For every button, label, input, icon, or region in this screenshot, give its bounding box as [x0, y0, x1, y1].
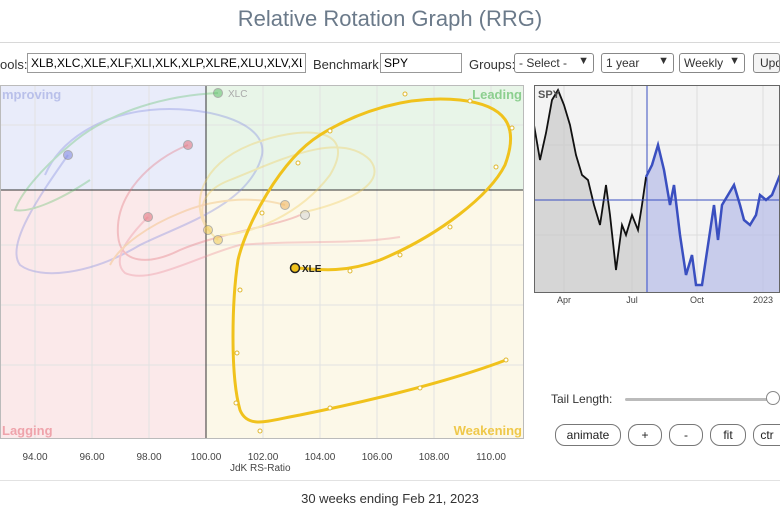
page-title: Relative Rotation Graph (RRG) — [237, 6, 543, 31]
price-x-tick: 2023 — [753, 295, 773, 305]
lagging-quadrant — [0, 190, 206, 439]
faded-tail-blue — [15, 108, 264, 275]
x-tick: 102.00 — [247, 452, 279, 463]
xle-label: XLE — [302, 264, 322, 275]
tail-length-slider-thumb[interactable] — [766, 391, 780, 405]
xle-tail[interactable] — [231, 97, 513, 424]
symbols-label: ools: — [0, 57, 28, 72]
rrg-chart[interactable]: XLC XLE mproving Leading Lagging Weakeni… — [0, 85, 524, 439]
price-line-1 — [534, 87, 647, 271]
lagging-label: Lagging — [2, 423, 53, 438]
chevron-down-icon: ▼ — [658, 55, 669, 67]
faded-tail-red — [116, 144, 301, 261]
faded-tail-label: XLC — [228, 89, 247, 100]
chevron-down-icon: ▼ — [729, 55, 740, 67]
groups-select-value: - Select - — [519, 56, 568, 70]
chart-border — [0, 85, 524, 439]
footer-date-range: 30 weeks ending Feb 21, 2023 — [301, 491, 479, 506]
x-tick: 94.00 — [22, 452, 48, 463]
price-x-tick: Jul — [626, 295, 638, 305]
benchmark-label: Benchmark: — [313, 57, 383, 72]
groups-label: Groups: — [469, 57, 516, 72]
price-x-tick: Oct — [690, 295, 705, 305]
price-chart[interactable]: SPY Apr Jul Oct 2023 — [534, 85, 780, 307]
zoom-out-button[interactable]: - — [669, 424, 703, 446]
x-tick: 106.00 — [361, 452, 393, 463]
improving-label: mproving — [2, 87, 61, 102]
faded-tail-pink — [118, 216, 401, 277]
improving-quadrant — [0, 85, 206, 190]
faded-tail-orange — [109, 198, 286, 266]
fit-button[interactable]: fit — [710, 424, 746, 446]
benchmark-input[interactable] — [380, 53, 462, 73]
x-axis-label: JdK RS-Ratio — [230, 463, 291, 474]
price-line-2 — [644, 140, 780, 287]
tail-length-slider[interactable] — [625, 398, 775, 401]
weakening-quadrant — [206, 190, 524, 439]
x-tick: 110.00 — [476, 452, 506, 463]
price-x-tick: Apr — [557, 295, 571, 305]
xle-tail-markers — [233, 91, 515, 434]
faded-tails — [13, 92, 401, 277]
grid — [0, 85, 524, 439]
x-axis: 94.00 96.00 98.00 100.00 102.00 104.00 1… — [0, 448, 524, 478]
x-tick: 96.00 — [79, 452, 105, 463]
center-button[interactable]: ctr — [753, 424, 780, 446]
xle-head-marker[interactable] — [289, 262, 301, 274]
controls-bar: ools: Benchmark: Groups: - Select - ▼ 1 … — [0, 53, 780, 75]
faded-tail-yellow-a — [201, 146, 376, 241]
faded-head-markers — [63, 88, 310, 245]
symbols-input[interactable] — [27, 53, 306, 73]
animate-button[interactable]: animate — [555, 424, 621, 446]
groups-select[interactable]: - Select - ▼ — [514, 53, 594, 73]
frequency-select[interactable]: Weekly ▼ — [679, 53, 745, 73]
footer-divider — [0, 480, 780, 481]
update-button[interactable]: Upd — [753, 53, 780, 73]
x-tick: 98.00 — [136, 452, 162, 463]
weakening-label: Weakening — [454, 423, 522, 438]
chevron-down-icon: ▼ — [578, 55, 589, 67]
faded-tail-green — [13, 92, 219, 212]
x-tick: 100.00 — [190, 452, 222, 463]
zoom-in-button[interactable]: + — [628, 424, 662, 446]
period-select-value: 1 year — [606, 56, 640, 70]
frequency-select-value: Weekly — [684, 56, 724, 70]
title-divider — [0, 42, 780, 43]
x-tick: 108.00 — [418, 452, 450, 463]
leading-label: Leading — [472, 87, 522, 102]
x-tick: 104.00 — [304, 452, 336, 463]
tail-length-label: Tail Length: — [551, 392, 613, 406]
price-chart-symbol: SPY — [538, 89, 561, 101]
period-select[interactable]: 1 year ▼ — [601, 53, 674, 73]
